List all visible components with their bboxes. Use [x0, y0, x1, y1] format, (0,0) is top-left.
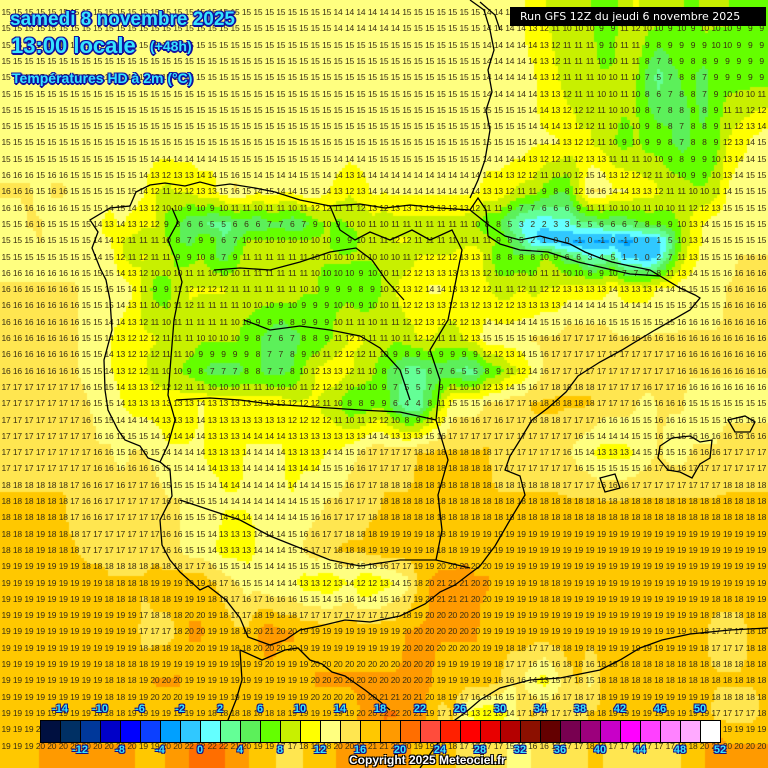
color-scale-cell — [81, 721, 101, 742]
color-scale-cell — [61, 721, 81, 742]
color-scale-cell — [141, 721, 161, 742]
color-scale-label: 42 — [613, 703, 627, 715]
color-scale-label: 46 — [653, 703, 667, 715]
color-scale-cell — [541, 721, 561, 742]
color-scale-cell — [521, 721, 541, 742]
color-scale-label: 22 — [413, 703, 427, 715]
color-scale-label: 50 — [693, 703, 707, 715]
color-scale-label: 10 — [293, 703, 307, 715]
color-scale-cell — [461, 721, 481, 742]
color-scale-label: 26 — [453, 703, 467, 715]
color-scale-label: 30 — [493, 703, 507, 715]
color-scale-label: 52 — [713, 744, 727, 756]
color-scale-legend — [40, 720, 721, 743]
color-scale-label: 2 — [216, 703, 224, 715]
color-scale-cell — [621, 721, 641, 742]
forecast-lead-time: (+48h) — [150, 38, 192, 54]
color-scale-label: 14 — [333, 703, 347, 715]
color-scale-label: 8 — [276, 744, 284, 756]
color-scale-cell — [381, 721, 401, 742]
color-scale-cell — [641, 721, 661, 742]
color-scale-label: 32 — [513, 744, 527, 756]
color-scale-label: -12 — [72, 744, 88, 756]
color-scale-cell — [501, 721, 521, 742]
color-scale-cell — [481, 721, 501, 742]
color-scale-label: -14 — [52, 703, 68, 715]
color-scale-label: 20 — [393, 744, 407, 756]
color-scale-label: -8 — [115, 744, 125, 756]
color-scale-cell — [581, 721, 601, 742]
color-scale-label: 24 — [433, 744, 447, 756]
color-scale-label: 6 — [256, 703, 264, 715]
color-scale-label: 34 — [533, 703, 547, 715]
color-scale-label: 16 — [353, 744, 367, 756]
color-scale-cell — [221, 721, 241, 742]
copyright-label: Copyright 2025 Meteociel.fr — [349, 753, 506, 767]
color-scale-label: 44 — [633, 744, 647, 756]
forecast-date: samedi 8 novembre 2025 — [10, 9, 235, 30]
color-scale-label: 40 — [593, 744, 607, 756]
color-scale-label: -4 — [155, 744, 165, 756]
color-scale-cell — [41, 721, 61, 742]
color-scale-cell — [281, 721, 301, 742]
color-scale-cell — [241, 721, 261, 742]
color-scale-label: 18 — [373, 703, 387, 715]
color-scale-cell — [341, 721, 361, 742]
color-scale-cell — [601, 721, 621, 742]
model-run-label: Run GFS 12Z du jeudi 6 novembre 2025 — [510, 7, 766, 26]
color-scale-label: 38 — [573, 703, 587, 715]
color-scale-cell — [261, 721, 281, 742]
color-scale-label: -6 — [135, 703, 145, 715]
color-scale-cell — [321, 721, 341, 742]
color-scale-cell — [101, 721, 121, 742]
color-scale-label: 4 — [236, 744, 244, 756]
parameter-title: Températures HD à 2m (°C) — [12, 70, 193, 86]
color-scale-cell — [701, 721, 720, 742]
color-scale-cell — [361, 721, 381, 742]
color-scale-cell — [201, 721, 221, 742]
color-scale-label: 36 — [553, 744, 567, 756]
color-scale-cell — [421, 721, 441, 742]
color-scale-cell — [401, 721, 421, 742]
color-scale-cell — [561, 721, 581, 742]
color-scale-label: 48 — [673, 744, 687, 756]
color-scale-cell — [441, 721, 461, 742]
color-scale-cell — [121, 721, 141, 742]
color-scale-cell — [181, 721, 201, 742]
color-scale-label: 12 — [313, 744, 327, 756]
color-scale-cell — [161, 721, 181, 742]
color-scale-label: -2 — [175, 703, 185, 715]
color-scale-label: -10 — [92, 703, 108, 715]
color-scale-cell — [661, 721, 681, 742]
forecast-time: 13:00 locale — [11, 33, 136, 58]
color-scale-label: 0 — [196, 744, 204, 756]
color-scale-cell — [681, 721, 701, 742]
color-scale-cell — [301, 721, 321, 742]
color-scale-label: 28 — [473, 744, 487, 756]
